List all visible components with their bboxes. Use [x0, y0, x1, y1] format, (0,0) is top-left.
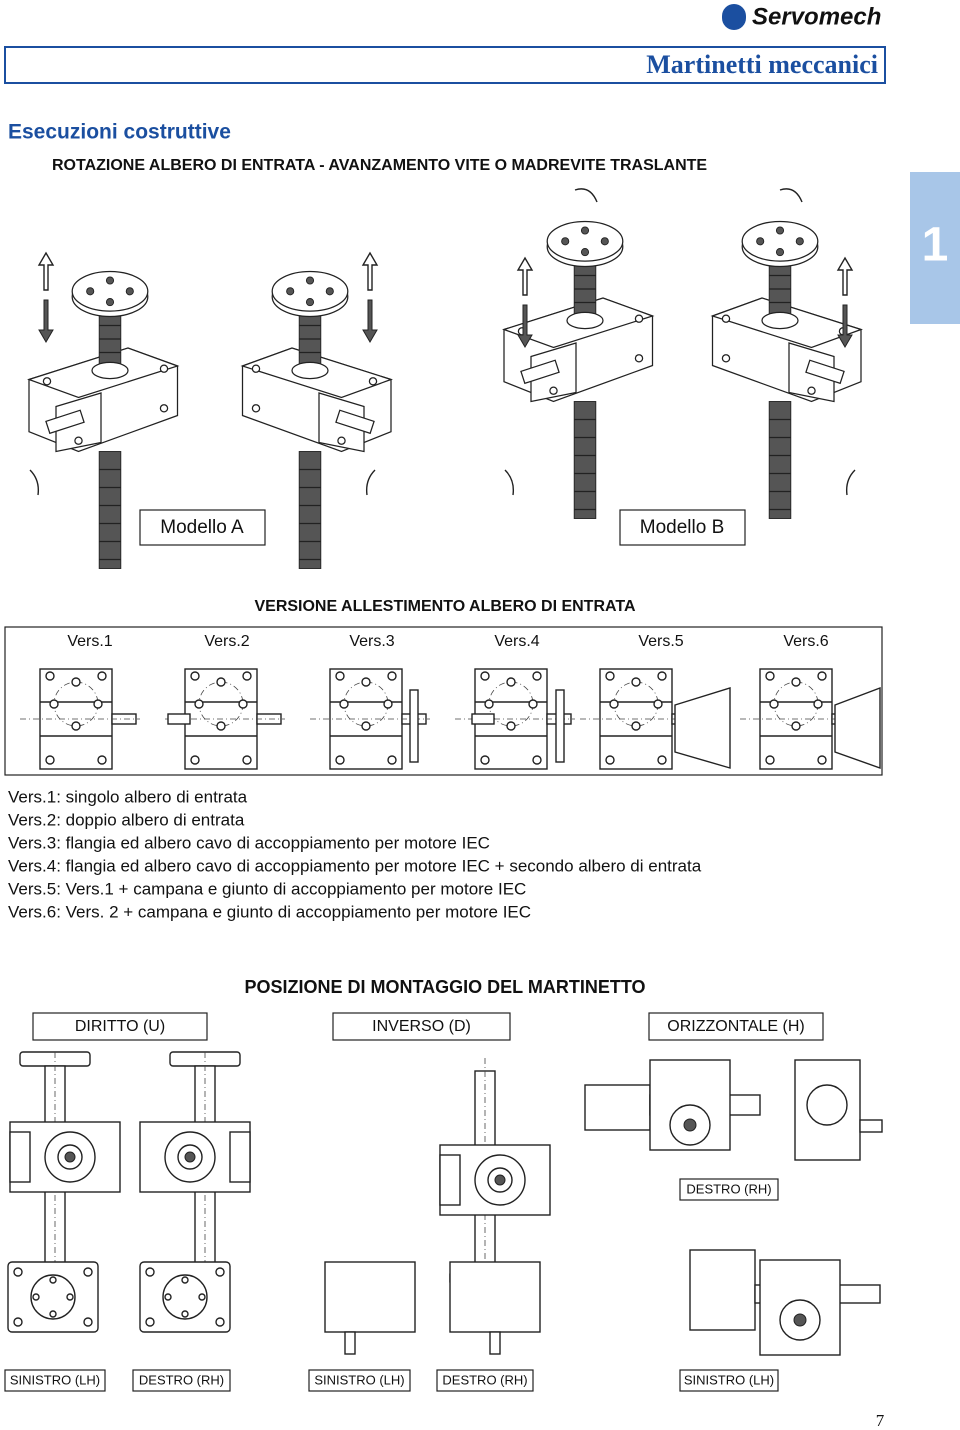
header-title: Martinetti meccanici: [646, 50, 878, 79]
page-number: 7: [876, 1411, 885, 1430]
version-label: Vers.2: [204, 633, 249, 650]
section-subtitle: ROTAZIONE ALBERO DI ENTRATA - AVANZAMENT…: [52, 157, 707, 174]
chapter-number: 1: [922, 219, 949, 272]
version-label: Vers.5: [638, 633, 683, 650]
side-label: DESTRO (RH): [442, 1372, 527, 1387]
logo-mark: [722, 4, 746, 30]
side-label: SINISTRO (LH): [684, 1372, 774, 1387]
version-label: Vers.6: [783, 633, 828, 650]
side-label-box: [132, 1369, 231, 1392]
side-label: SINISTRO (LH): [314, 1372, 404, 1387]
header-bar: [4, 46, 886, 84]
version-description: Vers.4: flangia ed albero cavo di accopp…: [8, 856, 702, 875]
model-box: [619, 509, 746, 546]
versions-table: [4, 626, 883, 776]
position-box: [648, 1012, 824, 1041]
side-label: SINISTRO (LH): [10, 1372, 100, 1387]
side-label-box: [679, 1178, 779, 1201]
chapter-tab: [910, 172, 960, 324]
side-label: DESTRO (RH): [686, 1181, 771, 1196]
brand: Servomech: [752, 3, 881, 30]
mounting-drawings: [7, 1051, 883, 1356]
version-description: Vers.6: Vers. 2 + campana e giunto di ac…: [8, 902, 531, 921]
version-description: Vers.1: singolo albero di entrata: [8, 787, 248, 806]
version-label: Vers.4: [494, 633, 539, 650]
side-label-box: [4, 1369, 106, 1392]
model-label: Modello A: [160, 517, 244, 538]
version-description: Vers.2: doppio albero di entrata: [8, 810, 245, 829]
position-box: [32, 1012, 208, 1041]
mounting-title: POSIZIONE DI MONTAGGIO DEL MARTINETTO: [244, 977, 645, 997]
side-label-box: [436, 1369, 534, 1392]
side-label-box: [679, 1369, 779, 1392]
side-label: DESTRO (RH): [139, 1372, 224, 1387]
version-description: Vers.5: Vers.1 + campana e giunto di acc…: [8, 879, 526, 898]
versions-title: VERSIONE ALLESTIMENTO ALBERO DI ENTRATA: [254, 598, 635, 615]
model-box: [139, 509, 266, 546]
jack-illustrations: [28, 188, 862, 570]
version-label: Vers.3: [349, 633, 394, 650]
version-label: Vers.1: [67, 633, 112, 650]
version-drawings: [19, 668, 881, 770]
section-title: Esecuzioni costruttive: [8, 121, 231, 144]
position-box: [332, 1012, 511, 1041]
position-label: ORIZZONTALE (H): [667, 1018, 804, 1035]
position-label: DIRITTO (U): [75, 1018, 165, 1035]
position-label: INVERSO (D): [372, 1018, 471, 1035]
version-description: Vers.3: flangia ed albero cavo di accopp…: [8, 833, 490, 852]
model-label: Modello B: [640, 517, 725, 538]
side-label-box: [308, 1369, 411, 1392]
